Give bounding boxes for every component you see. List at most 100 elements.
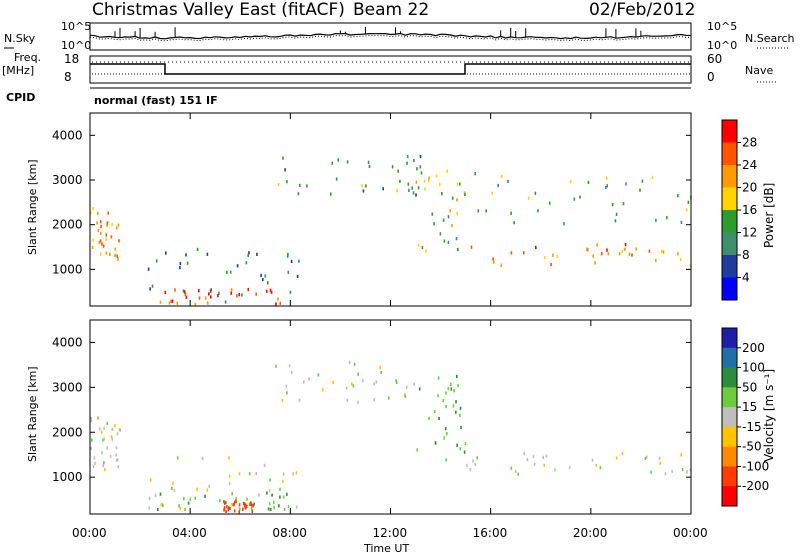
heatmap-cell (100, 252, 102, 256)
heatmap-cell (395, 379, 397, 383)
heatmap-cell (435, 174, 438, 178)
velocity-colorbar-label: Velocity [m s⁻¹] (762, 369, 776, 462)
heatmap-cell (477, 209, 480, 213)
heatmap-cell (117, 223, 120, 227)
heatmap-cell (183, 497, 185, 501)
heatmap-cell (217, 294, 219, 298)
heatmap-cell (456, 374, 458, 379)
x-tick-label: 12:00 (373, 526, 408, 540)
heatmap-cell (165, 251, 167, 255)
heatmap-cell (198, 289, 200, 293)
power-heatmap (90, 155, 692, 306)
heatmap-cell (552, 253, 554, 257)
heatmap-cell (299, 183, 301, 187)
heatmap-cell (238, 503, 241, 507)
heatmap-cell (271, 493, 273, 497)
heatmap-cell (407, 182, 410, 186)
heatmap-cell (624, 243, 627, 247)
heatmap-cell (277, 182, 280, 187)
heatmap-cell (303, 380, 305, 384)
heatmap-cell (455, 400, 457, 404)
heatmap-cell (290, 259, 293, 263)
noise-sky-trace (89, 32, 692, 40)
heatmap-cell (238, 293, 240, 297)
heatmap-cell (233, 509, 236, 513)
heatmap-cell (114, 253, 116, 257)
heatmap-cell (677, 252, 679, 256)
heatmap-cell (230, 291, 232, 295)
heatmap-cell (594, 261, 596, 265)
power-panel: 1000 2000 3000 4000 Slant Range [km] (26, 112, 692, 307)
heatmap-cell (687, 200, 690, 204)
heatmap-cell (335, 177, 338, 181)
heatmap-cell (106, 221, 109, 225)
heatmap-cell (456, 182, 459, 186)
heatmap-cell (416, 167, 418, 171)
heatmap-cell (296, 274, 299, 278)
heatmap-cell (105, 233, 108, 237)
heatmap-cell (101, 451, 103, 455)
heatmap-cell (253, 502, 255, 506)
heatmap-cell (106, 421, 109, 425)
heatmap-cell (345, 386, 348, 390)
heatmap-cell (268, 489, 271, 493)
heatmap-cell (105, 251, 108, 255)
heatmap-cell (149, 478, 152, 482)
heatmap-cell (251, 509, 254, 513)
heatmap-cell (534, 191, 537, 195)
heatmap-cell (527, 196, 530, 200)
heatmap-cell (353, 362, 356, 366)
y-tick-label: 3000 (52, 173, 83, 187)
y-tick-label: 2000 (52, 425, 83, 439)
colorbar-segment (722, 142, 737, 166)
heatmap-cell (624, 247, 626, 251)
heatmap-cell (408, 188, 410, 192)
heatmap-cell (171, 299, 174, 303)
heatmap-cell (115, 226, 118, 230)
heatmap-cell (206, 252, 209, 256)
heatmap-cell (622, 202, 625, 206)
heatmap-cell (187, 501, 190, 505)
nave-tick-high: 60 (707, 52, 722, 66)
heatmap-cell (92, 465, 95, 469)
heatmap-cell (279, 301, 282, 305)
heatmap-cell (286, 492, 288, 496)
beam-label: Beam 22 (353, 0, 429, 20)
heatmap-cell (476, 456, 478, 460)
heatmap-cell (155, 259, 158, 263)
heatmap-cell (513, 221, 515, 225)
heatmap-cell (681, 468, 684, 472)
heatmap-cell (362, 189, 365, 193)
heatmap-cell (111, 427, 114, 431)
heatmap-cell (160, 503, 163, 507)
heatmap-cell (680, 453, 682, 457)
heatmap-cell (162, 503, 164, 507)
heatmap-cell (421, 245, 424, 250)
heatmap-cell (379, 365, 381, 370)
heatmap-cell (450, 387, 453, 391)
heatmap-cell (185, 253, 187, 257)
heatmap-cell (246, 497, 248, 501)
heatmap-cell (284, 168, 286, 172)
heatmap-cell (337, 158, 339, 162)
heatmap-cell (437, 394, 439, 398)
heatmap-cell (241, 293, 243, 297)
heatmap-cell (346, 398, 349, 403)
heatmap-cell (179, 261, 182, 266)
heatmap-cell (456, 211, 458, 216)
heatmap-cell (286, 180, 288, 184)
heatmap-cell (587, 180, 590, 184)
heatmap-cell (351, 382, 353, 386)
power-y-label: Slant Range [km] (26, 159, 39, 255)
heatmap-cell (223, 500, 225, 504)
heatmap-cell (492, 257, 494, 261)
heatmap-cell (357, 372, 359, 376)
heatmap-cell (236, 294, 238, 298)
heatmap-cell (600, 252, 603, 256)
noise-tick-low: 10^0 (61, 39, 91, 52)
heatmap-cell (267, 281, 269, 285)
heatmap-cell (196, 247, 199, 251)
noise-tick-high-right: 10^5 (707, 20, 737, 33)
heatmap-cell (523, 451, 525, 456)
heatmap-cell (279, 495, 281, 499)
